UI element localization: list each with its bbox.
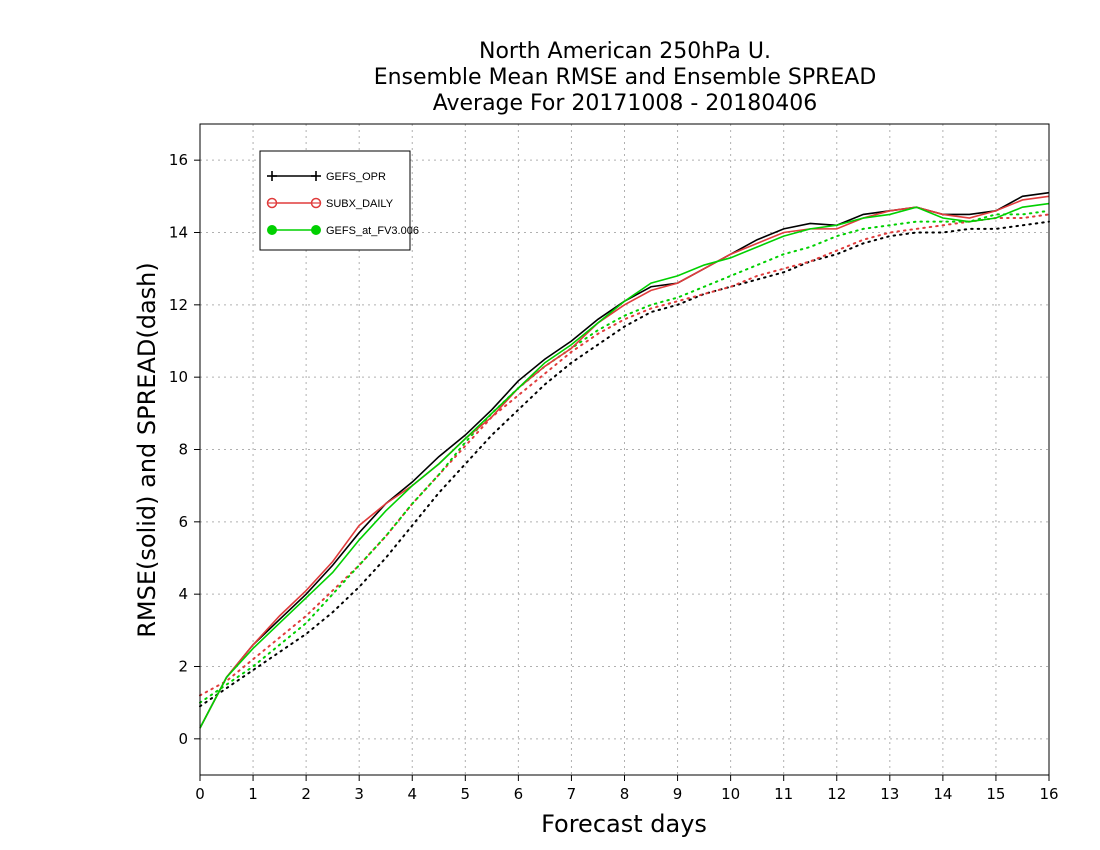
y-tick-label: 10 (169, 368, 188, 386)
legend-label: GEFS_OPR (326, 171, 386, 183)
spread-line-subx-daily (199, 213, 1050, 697)
x-axis-label: Forecast days (541, 810, 707, 838)
x-tick-label: 4 (407, 785, 417, 803)
x-tick-label: 12 (827, 785, 846, 803)
y-tick-label: 8 (178, 441, 188, 459)
y-tick-label: 14 (169, 224, 188, 242)
rmse-line-subx-daily (199, 195, 1050, 729)
legend-label: SUBX_DAILY (326, 198, 394, 210)
y-tick-label: 4 (178, 585, 188, 603)
legend-filled-circle-marker (267, 225, 277, 235)
y-axis-label: RMSE(solid) and SPREAD(dash) (133, 262, 161, 638)
x-tick-label: 5 (461, 785, 471, 803)
grid (200, 124, 1049, 775)
x-tick-label: 0 (195, 785, 205, 803)
x-tick-label: 13 (880, 785, 899, 803)
legend-box (259, 150, 411, 251)
legend-label: GEFS_at_FV3.006 (326, 225, 419, 237)
y-tick-label: 2 (178, 658, 188, 676)
spread-line-gefs-at-fv3-006 (199, 209, 1050, 704)
legend-item: SUBX_DAILY (266, 197, 394, 210)
y-tick-label: 16 (169, 151, 188, 169)
x-tick-label: 3 (354, 785, 364, 803)
rmse-line-gefs-at-fv3-006 (199, 202, 1050, 729)
y-tick-label: 6 (178, 513, 188, 531)
x-axis: 0 1 2 3 4 5 6 7 8 9 10 11 12 13 14 15 16 (195, 775, 1059, 803)
series-layer (199, 191, 1050, 729)
chart-title-line-1: North American 250hPa U. (479, 39, 771, 64)
y-tick-label: 12 (169, 296, 188, 314)
x-tick-label: 8 (620, 785, 630, 803)
x-tick-label: 6 (514, 785, 524, 803)
x-tick-label: 14 (933, 785, 952, 803)
y-tick-label: 0 (178, 730, 188, 748)
chart-title-line-3: Average For 20171008 - 20180406 (433, 91, 818, 116)
legend-filled-circle-marker (311, 225, 321, 235)
x-tick-label: 1 (248, 785, 258, 803)
x-tick-label: 2 (301, 785, 311, 803)
x-tick-label: 15 (986, 785, 1005, 803)
x-tick-label: 10 (721, 785, 740, 803)
x-tick-label: 11 (774, 785, 793, 803)
chart-title-line-2: Ensemble Mean RMSE and Ensemble SPREAD (374, 65, 877, 90)
y-axis: 0 2 4 6 8 10 12 14 16 (169, 151, 200, 748)
spread-line-gefs-opr (199, 220, 1050, 708)
legend-item: GEFS_OPR (267, 171, 386, 183)
x-tick-label: 9 (673, 785, 683, 803)
legend-item: GEFS_at_FV3.006 (267, 225, 419, 237)
x-tick-label: 7 (567, 785, 577, 803)
legend: GEFS_OPR SUBX_DAILY GEFS_at_FV3.006 (259, 150, 419, 251)
x-tick-label: 16 (1039, 785, 1058, 803)
